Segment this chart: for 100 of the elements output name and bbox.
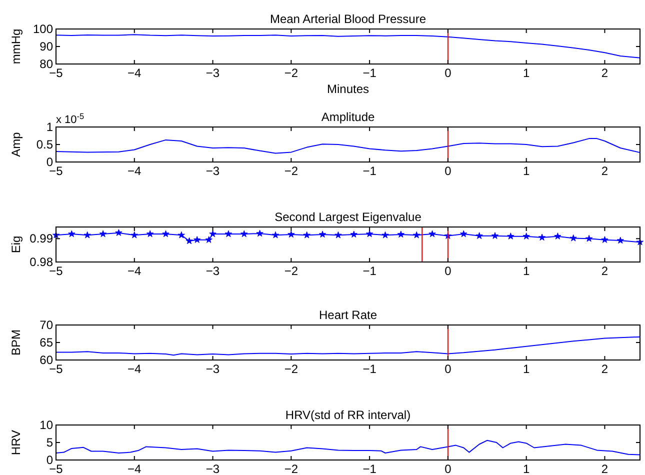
x-tick-label: −3 xyxy=(206,66,220,80)
point xyxy=(130,231,138,238)
x-tick-label: −2 xyxy=(284,362,298,376)
x-tick-label: −4 xyxy=(128,66,142,80)
y-tick-label: 0.5 xyxy=(36,138,54,152)
text: x 10$^{-5}$ xyxy=(56,112,85,126)
point xyxy=(162,230,170,238)
x-tick-label: −3 xyxy=(206,462,220,475)
point xyxy=(303,231,310,238)
line-series xyxy=(56,336,640,356)
y-axis-title: Amp xyxy=(9,132,23,157)
x-tick-label: 0 xyxy=(444,66,452,80)
x-tick-label: −2 xyxy=(284,66,298,80)
point xyxy=(68,230,76,238)
x-tick-label: −1 xyxy=(362,264,377,278)
y-tick-label: 65 xyxy=(40,336,54,350)
point xyxy=(115,229,122,236)
y-axis-title: mmHg xyxy=(9,28,23,64)
point xyxy=(288,230,295,238)
x-tick-label: −4 xyxy=(128,362,142,376)
point xyxy=(522,232,530,240)
point xyxy=(194,236,201,243)
line-series xyxy=(56,138,640,154)
point xyxy=(570,234,577,242)
y-tick-label: 0.99 xyxy=(30,232,54,246)
line-series xyxy=(56,34,640,58)
point xyxy=(146,230,154,238)
point xyxy=(382,231,389,238)
point xyxy=(413,231,420,238)
x-tick-label: −4 xyxy=(128,164,142,178)
point xyxy=(186,237,193,244)
chart-title: Mean Arterial Blood Pressure xyxy=(270,12,426,26)
point xyxy=(507,232,514,240)
point xyxy=(601,236,608,243)
x-tick-label: 1 xyxy=(522,164,530,178)
x-tick-label: 1 xyxy=(522,264,530,278)
x-tick-label: 2 xyxy=(601,462,608,475)
chart-title: Amplitude xyxy=(321,110,375,124)
point xyxy=(334,231,342,238)
x-tick-label: −1 xyxy=(362,362,377,376)
y-tick-label: 90 xyxy=(40,40,54,54)
point xyxy=(616,236,624,244)
y-tick-label: 0 xyxy=(46,155,54,169)
point xyxy=(476,232,483,239)
chart-title: Second Largest Eigenvalue xyxy=(274,210,422,224)
y-tick-label: 10 xyxy=(40,418,54,432)
x-tick-label: −2 xyxy=(284,264,298,278)
y-tick-label: 60 xyxy=(40,353,54,367)
point xyxy=(209,230,216,238)
x-tick-label: 2 xyxy=(601,362,608,376)
y-tick-label: 100 xyxy=(32,22,54,36)
x-tick-label: −4 xyxy=(128,462,142,475)
y-tick-label: 0.98 xyxy=(30,255,54,269)
y-tick-label: 70 xyxy=(40,318,54,332)
x-tick-label: 1 xyxy=(522,362,530,376)
point xyxy=(554,232,562,240)
x-tick-label: −2 xyxy=(284,462,298,475)
x-tick-label: −1 xyxy=(362,462,377,475)
x-tick-label: 2 xyxy=(601,264,608,278)
point xyxy=(240,230,248,238)
point xyxy=(366,230,374,238)
chart-title: Heart Rate xyxy=(318,308,378,322)
y-axis-title: BPM xyxy=(9,329,23,356)
point xyxy=(350,230,358,238)
y-tick-label: 1 xyxy=(46,120,54,134)
point xyxy=(491,232,499,239)
point xyxy=(178,231,185,238)
x-tick-label: 0 xyxy=(444,164,452,178)
point xyxy=(205,236,212,243)
line-series xyxy=(56,440,640,456)
x-tick-label: 2 xyxy=(601,66,608,80)
y-axis-title: Eig xyxy=(9,236,23,254)
x-tick-label: −3 xyxy=(206,362,220,376)
point xyxy=(84,231,91,238)
x-tick-label: −3 xyxy=(206,264,220,278)
x-tick-label: 1 xyxy=(522,66,530,80)
x-tick-label: 0 xyxy=(444,462,452,475)
point xyxy=(460,230,468,238)
point xyxy=(397,230,404,238)
chart-title: HRV(std of RR interval) xyxy=(285,408,411,422)
x-tick-label: −1 xyxy=(362,164,377,178)
point xyxy=(224,230,232,238)
x-tick-label: 1 xyxy=(522,462,530,475)
point xyxy=(538,234,546,241)
point xyxy=(428,230,436,238)
x-tick-label: −1 xyxy=(362,66,377,80)
point xyxy=(585,234,593,242)
x-tick-label: 0 xyxy=(444,362,452,376)
x-tick-label: −4 xyxy=(128,264,142,278)
x-tick-label: 0 xyxy=(444,264,452,278)
y-axis-title: HRV xyxy=(9,430,23,456)
point xyxy=(272,231,280,238)
y-tick-label: 5 xyxy=(46,436,54,450)
x-axis-title: Minutes xyxy=(326,82,370,96)
point xyxy=(256,230,264,237)
point xyxy=(318,230,326,238)
y-tick-label: 80 xyxy=(40,57,54,71)
point xyxy=(99,230,107,238)
x-tick-label: −2 xyxy=(284,164,298,178)
x-tick-label: 2 xyxy=(601,164,608,178)
